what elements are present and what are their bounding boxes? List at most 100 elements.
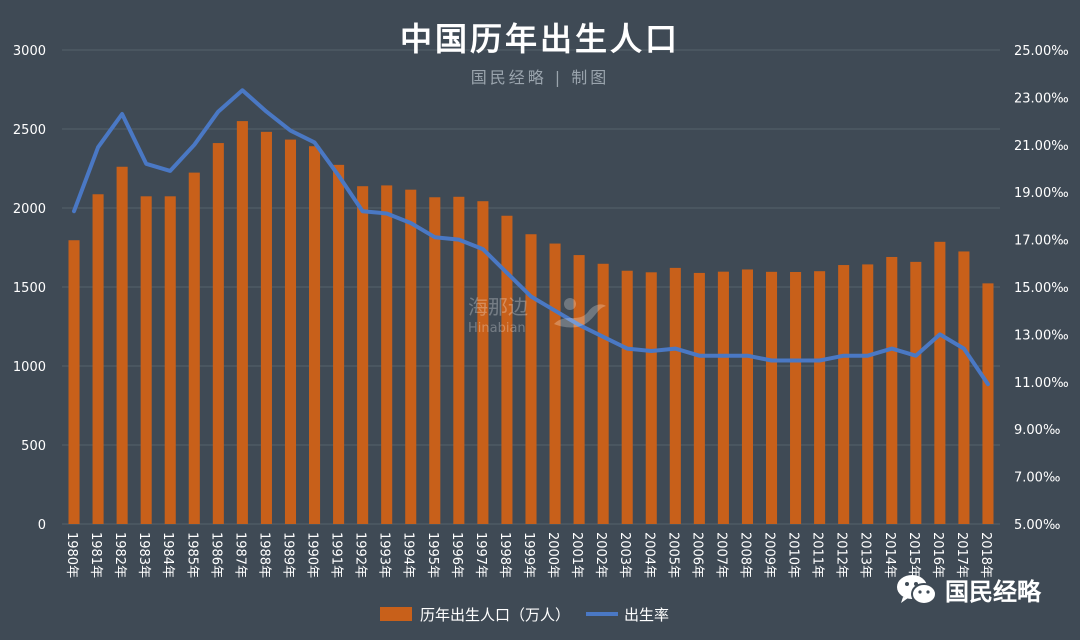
bird-logo-icon	[554, 298, 606, 328]
birth-rate-point	[818, 358, 822, 362]
brand-badge: 国民经略	[895, 572, 1041, 607]
x-tick-label: 2017年	[954, 532, 969, 578]
birth-rate-point	[794, 358, 798, 362]
bar	[429, 197, 441, 525]
birth-rate-point	[96, 145, 100, 149]
x-tick-label: 1986年	[208, 532, 223, 578]
bar	[212, 143, 224, 524]
bar	[357, 186, 369, 525]
y-left-tick-label: 3000	[13, 44, 46, 59]
birth-rate-point	[745, 354, 749, 358]
y-right-tick-label: 25.00‰	[1014, 44, 1069, 59]
y-right-tick-label: 5.00‰	[1014, 518, 1060, 533]
bar	[717, 271, 729, 524]
bar	[934, 241, 946, 524]
birth-rate-point	[721, 354, 725, 358]
legend: 历年出生人口（万人） 出生率	[380, 602, 669, 626]
birth-rate-point	[120, 112, 124, 116]
bar	[501, 215, 513, 524]
x-tick-label: 1991年	[329, 532, 344, 578]
x-tick-label: 2007年	[713, 532, 728, 578]
bar	[765, 271, 778, 524]
birth-rate-point	[577, 323, 581, 327]
birth-rate-point	[313, 140, 317, 144]
y-left-tick-label: 1500	[13, 281, 46, 296]
bar	[741, 269, 753, 524]
birth-rate-point	[144, 162, 148, 166]
x-tick-label: 2010年	[786, 532, 801, 578]
x-tick-label: 1997年	[473, 532, 488, 578]
birth-rate-point	[481, 247, 485, 251]
bar	[92, 194, 104, 524]
bar	[814, 271, 826, 524]
y-left-tick-label: 500	[21, 439, 46, 454]
x-tick-label: 1980年	[64, 532, 79, 578]
x-tick-label: 2006年	[689, 532, 704, 578]
x-tick-label: 1989年	[280, 532, 295, 578]
y-left-tick-label: 0	[38, 518, 46, 533]
x-tick-label: 2016年	[930, 532, 945, 578]
x-tick-label: 2005年	[665, 532, 680, 578]
bar	[116, 166, 128, 524]
birth-rate-point	[529, 294, 533, 298]
y-right-tick-label: 17.00‰	[1014, 234, 1069, 249]
bar	[862, 264, 874, 524]
y-right-tick-label: 23.00‰	[1014, 91, 1069, 106]
birth-rate-point	[697, 354, 701, 358]
legend-line-swatch	[586, 612, 619, 616]
birth-rate-point	[553, 309, 557, 313]
birth-rate-point	[986, 382, 990, 386]
bar	[260, 131, 272, 524]
bar	[525, 234, 537, 524]
x-tick-label: 1984年	[160, 532, 175, 578]
birth-rate-point	[649, 349, 653, 353]
x-tick-label: 1996年	[449, 532, 464, 578]
x-tick-label: 2002年	[593, 532, 608, 578]
x-tick-label: 1992年	[353, 532, 368, 578]
y-right-tick-label: 9.00‰	[1014, 423, 1060, 438]
y-right-tick-label: 21.00‰	[1014, 139, 1069, 154]
legend-bar-label: 历年出生人口（万人）	[420, 605, 571, 624]
bar	[68, 240, 80, 524]
birth-rate-point	[385, 212, 389, 216]
birth-rate-point	[505, 271, 509, 275]
bar	[669, 267, 681, 524]
birth-rate-point	[72, 209, 76, 213]
bar-layer	[68, 121, 994, 525]
x-tick-label: 2000年	[545, 532, 560, 578]
bar	[453, 196, 465, 525]
x-tick-label: 1994年	[401, 532, 416, 578]
birth-rate-point	[457, 238, 461, 242]
birth-rate-point	[601, 335, 605, 339]
brand-text: 国民经略	[945, 578, 1041, 606]
birth-rate-point	[673, 347, 677, 351]
birth-rate-point	[890, 347, 894, 351]
x-tick-label: 2008年	[737, 532, 752, 578]
birth-rate-point	[192, 143, 196, 147]
x-tick-label: 2013年	[858, 532, 873, 578]
x-tick-label: 1998年	[497, 532, 512, 578]
birth-rate-point	[264, 110, 268, 114]
x-tick-label: 1988年	[256, 532, 271, 578]
x-tick-label: 2003年	[617, 532, 632, 578]
x-tick-label: 2001年	[569, 532, 584, 578]
birth-rate-point	[361, 209, 365, 213]
y-left-tick-label: 2000	[13, 202, 46, 217]
axis-layer: 0 500 1000 1500 2000 2500 3000 5.00‰ 7.00‰ 9.00‰ 1…	[13, 44, 1069, 578]
x-tick-label: 2011年	[810, 532, 825, 578]
bar	[333, 164, 345, 524]
bar	[597, 263, 609, 524]
legend-line-label: 出生率	[624, 605, 670, 624]
line-layer	[72, 88, 990, 387]
y-right-tick-label: 15.00‰	[1014, 281, 1069, 296]
bar	[910, 261, 922, 524]
bar	[838, 265, 850, 524]
birth-rate-point	[337, 174, 341, 178]
watermark-sub: Hinabian	[468, 321, 526, 336]
bar	[693, 272, 705, 524]
bar	[188, 172, 200, 524]
bar	[982, 283, 994, 524]
x-tick-label: 2015年	[906, 532, 921, 578]
bar	[284, 139, 297, 524]
